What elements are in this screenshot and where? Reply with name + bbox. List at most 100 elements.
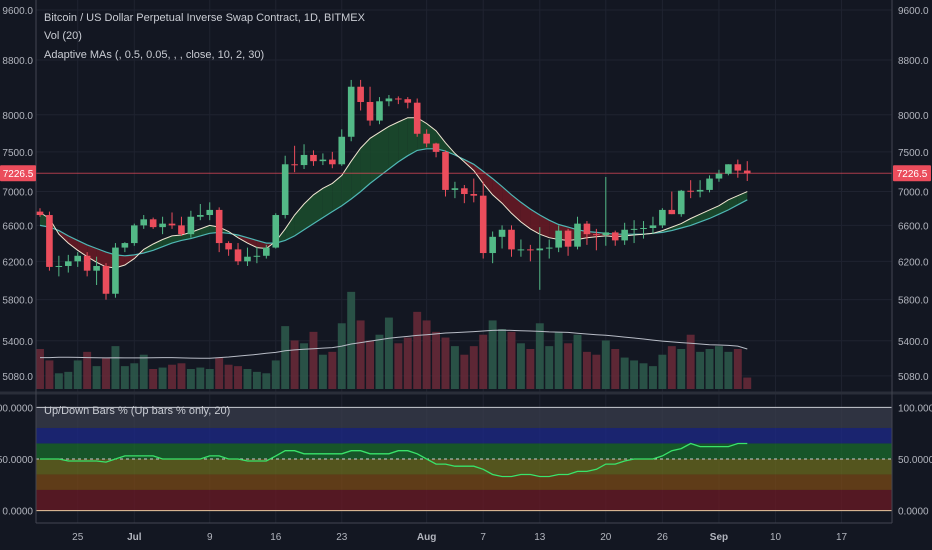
volume-legend[interactable]: Vol (20) [44,30,82,42]
candle-body [112,247,119,294]
volume-bar [535,323,544,389]
price-tick-left: 6600.0 [2,221,33,232]
volume-bar [215,357,224,389]
candle-body [715,173,723,179]
volume-bar [498,329,507,389]
candle-body [696,189,704,192]
volume-bar [130,363,139,389]
volume-bar [120,366,129,389]
time-tick-label: 23 [336,532,348,543]
cloud-segment [238,235,248,244]
candle-body [357,86,364,102]
volume-bar [168,364,176,389]
candle-body [470,194,478,196]
time-tick-label: 17 [836,532,848,543]
cloud-segment [200,225,210,236]
cloud-segment [332,175,342,212]
cloud-segment [58,230,69,244]
time-tick-label: 13 [534,532,546,543]
cloud-segment [77,240,88,257]
volume-bar [450,346,459,389]
time-tick-label: 16 [270,532,282,543]
cloud-segment [473,164,484,184]
volume-bar [111,346,120,389]
volume-bar [413,311,422,389]
price-tick-right: 9600.0 [898,6,929,17]
price-tick-right: 7000.0 [898,188,929,199]
price-tick-right: 6600.0 [898,221,929,232]
cloud-segment [313,188,323,224]
candle-body [140,219,148,226]
candle-body [498,229,506,237]
volume-bar [234,366,242,389]
candle-body [706,178,713,190]
volume-bar [139,354,148,389]
candle-body [536,248,544,251]
oscillator-bands [36,406,892,512]
volume-bar [196,367,205,389]
oscillator-band [36,407,892,428]
volume-bar [620,357,629,389]
volume-bar [149,369,158,389]
time-tick-label: 26 [657,532,669,543]
volume-bar [102,357,110,389]
time-tick-label: 10 [770,532,782,543]
volume-bars [36,291,752,389]
oscillator-tick-left: 100.0000 [0,403,33,414]
time-tick-label: 25 [72,532,84,543]
volume-bar [54,373,63,389]
oscillator-line [40,442,748,478]
volume-bar [83,351,92,389]
volume-bar [205,369,214,389]
price-tick-left: 7500.0 [2,148,33,159]
volume-bar [309,331,318,389]
axes [0,0,932,524]
volume-bar [422,320,431,389]
volume-bar [488,320,497,389]
volume-bar [714,346,723,389]
candle-body [74,255,82,262]
candle-body [395,98,402,100]
volume-bar [243,369,252,389]
volume-bar [667,346,676,389]
candle-body [611,232,619,241]
candle-body [159,223,166,228]
oscillator-band [36,489,892,511]
candle-body [347,86,355,137]
time-tick-label: Aug [417,532,436,543]
candle-body [64,261,72,266]
cloud-segment [322,183,333,218]
candle-body [121,243,129,248]
volume-bar [186,369,195,389]
oscillator-tick-right: 50.0000 [898,455,932,466]
price-tick-left: 5080.0 [2,372,33,383]
volume-bar [564,343,573,389]
adaptive-ma-cloud [40,117,748,268]
volume-bar [648,366,657,389]
oscillator-band [36,443,892,459]
price-tick-right: 5080.0 [898,372,929,383]
volume-bar [356,320,365,389]
cloud-segment [294,204,304,236]
candle-body [272,215,280,248]
volume-bar [573,334,582,389]
volume-bar [545,346,554,389]
volume-bar [705,349,714,389]
candle-body [649,225,657,229]
volume-bar [460,354,469,389]
oscillator-legend[interactable]: Up/Down Bars % (Up bars % only, 20) [44,405,231,417]
cloud-segment [285,215,295,241]
candle-body [300,154,308,166]
volume-bar [516,343,525,389]
candle-body [734,164,742,171]
volume-bar [403,337,412,389]
adaptive-ma-legend[interactable]: Adaptive MAs (, 0.5, 0.05, , , close, 10… [44,49,265,61]
cloud-segment [172,235,182,244]
price-tick-right: 5800.0 [898,296,929,307]
volume-bar [36,349,44,389]
volume-bar [300,343,309,389]
cloud-segment [379,126,389,177]
candle-body [263,247,270,256]
candle-body [725,164,732,174]
volume-bar [686,334,695,389]
